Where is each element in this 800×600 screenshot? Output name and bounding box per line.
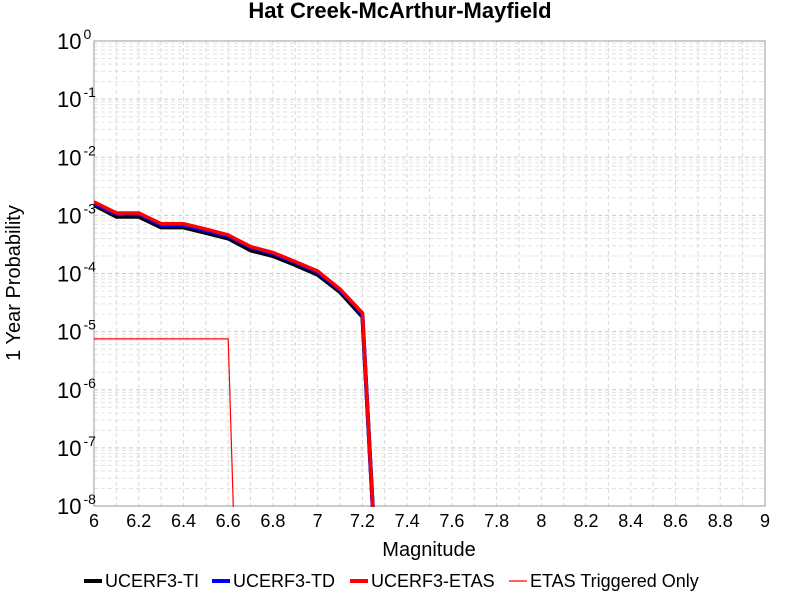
x-tick-label: 9 bbox=[760, 511, 770, 531]
x-tick-label: 6.2 bbox=[126, 511, 151, 531]
x-tick-label: 7.2 bbox=[350, 511, 375, 531]
legend-label-2: UCERF3-TD bbox=[233, 571, 335, 591]
legend-label-1: UCERF3-TI bbox=[105, 571, 199, 591]
series-line-1 bbox=[94, 203, 375, 507]
series-layer bbox=[94, 200, 375, 507]
x-tick-label: 8 bbox=[536, 511, 546, 531]
y-axis-label: 1 Year Probability bbox=[3, 205, 25, 361]
x-axis-label: Magnitude bbox=[382, 539, 475, 561]
chart-title: Hat Creek-McArthur-Mayfield bbox=[248, 0, 551, 23]
x-tick-label: 6.4 bbox=[171, 511, 196, 531]
x-tick-label: 6 bbox=[89, 511, 99, 531]
y-tick-label: 10 -6 bbox=[57, 375, 96, 403]
x-tick-label: 6.6 bbox=[216, 511, 241, 531]
y-tick-label: 10 -7 bbox=[57, 433, 96, 461]
series-line-2 bbox=[94, 201, 375, 507]
x-tick-labels: 6 6.2 6.4 6.6 6.8 7 7.2 7.4 7.6 7.8 8 8.2 8.4 8.6 8.8 9 bbox=[89, 511, 770, 531]
series-line-4 bbox=[94, 338, 234, 507]
legend-label-3: UCERF3-ETAS bbox=[371, 571, 495, 591]
y-tick-label: 10 -4 bbox=[57, 259, 96, 287]
grid bbox=[93, 41, 766, 507]
x-tick-label: 8.8 bbox=[708, 511, 733, 531]
legend-label-4: ETAS Triggered Only bbox=[530, 571, 699, 591]
y-tick-label: 10 -5 bbox=[57, 317, 96, 345]
x-tick-label: 8.6 bbox=[663, 511, 688, 531]
plot-area-border bbox=[93, 40, 766, 507]
y-tick-label: 10 -1 bbox=[57, 84, 96, 112]
y-tick-label: 10 0 bbox=[57, 26, 91, 54]
x-tick-label: 6.8 bbox=[260, 511, 285, 531]
x-tick-label: 8.4 bbox=[618, 511, 643, 531]
x-tick-label: 7.6 bbox=[439, 511, 464, 531]
x-tick-label: 7.8 bbox=[484, 511, 509, 531]
x-tick-label: 7.4 bbox=[395, 511, 420, 531]
y-tick-label: 10 -2 bbox=[57, 142, 96, 170]
x-tick-label: 7 bbox=[313, 511, 323, 531]
series-line-3 bbox=[94, 200, 375, 507]
legend: UCERF3-TI UCERF3-TD UCERF3-ETAS ETAS Trigge… bbox=[84, 571, 699, 591]
y-tick-label: 10 -3 bbox=[57, 200, 96, 228]
x-tick-label: 8.2 bbox=[574, 511, 599, 531]
y-tick-label: 10 -8 bbox=[57, 491, 96, 519]
